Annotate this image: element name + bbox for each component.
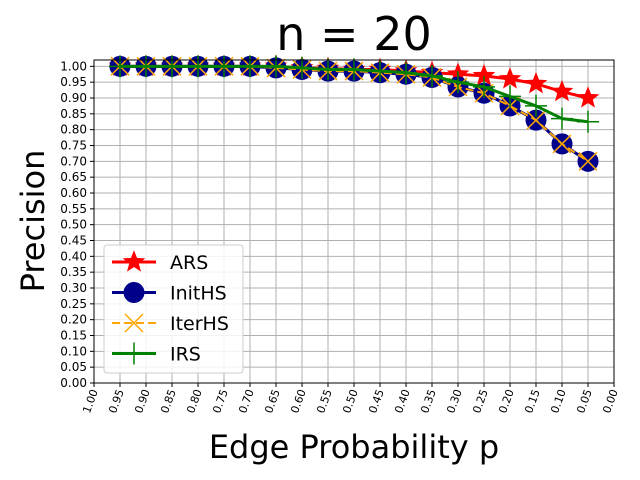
- y-tick-label: 0.25: [60, 297, 87, 311]
- y-tick-label: 0.50: [60, 218, 87, 232]
- series-irs: [109, 55, 599, 133]
- x-axis-label: Edge Probability p: [209, 428, 499, 466]
- legend: ARS InitHS IterHS IRS: [103, 244, 244, 374]
- y-tick-label: 0.40: [60, 249, 87, 263]
- marker-irs: [525, 94, 547, 117]
- y-tick-label: 0.65: [60, 170, 87, 184]
- marker-irs: [421, 64, 443, 87]
- y-tick-label: 0.80: [60, 123, 87, 137]
- marker-irs: [551, 107, 573, 130]
- y-tick-label: 1.00: [60, 59, 87, 73]
- y-tick-label: 0.35: [60, 265, 87, 279]
- y-tick-label: 0.55: [60, 202, 87, 216]
- marker-irs: [291, 56, 313, 79]
- y-tick-label: 0.95: [60, 75, 87, 89]
- y-tick-label: 0.30: [60, 281, 87, 295]
- marker-iterhs: [526, 110, 546, 130]
- chart-title: n = 20: [276, 7, 431, 61]
- y-tick-label: 0.10: [60, 344, 87, 358]
- marker-iterhs: [578, 151, 598, 171]
- marker-irs: [473, 75, 495, 98]
- y-tick-label: 0.60: [60, 186, 87, 200]
- marker-irs: [265, 55, 287, 78]
- legend-label: ARS: [170, 252, 208, 274]
- marker-irs: [135, 55, 157, 78]
- legend-label: InitHS: [170, 283, 227, 305]
- y-tick-label: 0.45: [60, 234, 87, 248]
- marker-ars: [498, 67, 522, 89]
- y-tick-label: 0.15: [60, 329, 87, 343]
- marker-irs: [123, 342, 145, 365]
- y-axis-label: Precision: [14, 150, 52, 293]
- marker-irs: [239, 55, 261, 78]
- marker-irs: [447, 71, 469, 94]
- marker-irs: [343, 58, 365, 81]
- y-tick-label: 0.00: [60, 376, 87, 390]
- marker-irs: [395, 61, 417, 84]
- marker-iterhs: [124, 313, 144, 333]
- marker-irs: [109, 55, 131, 78]
- y-tick-label: 0.20: [60, 313, 87, 327]
- marker-iniths: [123, 282, 145, 303]
- marker-iterhs: [552, 134, 572, 154]
- marker-irs: [499, 85, 521, 108]
- legend-item-irs: IRS: [112, 342, 201, 366]
- y-tick-label: 0.90: [60, 91, 87, 105]
- marker-irs: [187, 55, 209, 78]
- legend-box: [103, 244, 244, 374]
- legend-item-ars: ARS: [112, 250, 208, 274]
- marker-ars: [122, 250, 146, 272]
- y-tick-label: 0.70: [60, 154, 87, 168]
- legend-label: IRS: [170, 344, 201, 366]
- y-tick-label: 0.75: [60, 139, 87, 153]
- y-tick-label: 0.05: [60, 360, 87, 374]
- marker-irs: [369, 60, 391, 83]
- y-tick-label: 0.85: [60, 107, 87, 121]
- legend-item-iniths: InitHS: [112, 282, 227, 305]
- legend-label: IterHS: [170, 313, 229, 335]
- marker-ars: [550, 79, 574, 102]
- marker-irs: [213, 55, 235, 78]
- legend-item-iterhs: IterHS: [112, 313, 229, 335]
- marker-irs: [161, 55, 183, 78]
- marker-irs: [317, 58, 339, 81]
- marker-irs: [577, 110, 599, 133]
- marker-ars: [576, 86, 600, 108]
- marker-ars: [524, 71, 548, 94]
